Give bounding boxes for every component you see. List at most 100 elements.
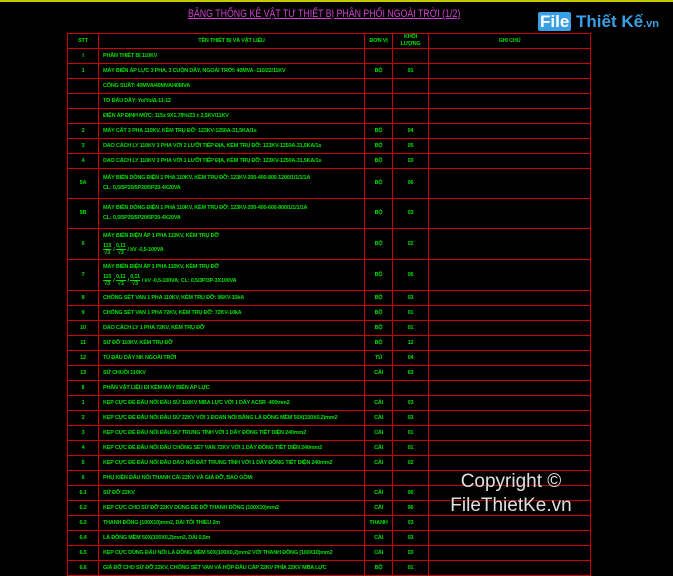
cell-unit: BỘ — [364, 198, 393, 229]
cell-stt: I — [67, 48, 99, 64]
cell-name: MÁY BIẾN DÒNG ĐIỆN 1 PHA 110KV, KÈM TRỤ … — [98, 198, 365, 229]
cell-stt: 4 — [67, 440, 99, 456]
name-line: THANH ĐỒNG (100X10)mm2, DÀI TỐI THIỂU 2m — [103, 519, 220, 526]
cell-stt — [67, 108, 99, 124]
cell-qty — [392, 78, 429, 94]
cell-stt: 12 — [67, 350, 99, 366]
cell-stt: 3 — [67, 138, 99, 154]
cell-note — [428, 365, 591, 381]
table-row: 6.2 KẸP CỰC CHO SỨ ĐỠ 22KV DÙNG ĐỂ ĐỠ THA… — [67, 500, 591, 516]
cell-stt: 1 — [67, 395, 99, 411]
cell-note — [428, 530, 591, 546]
cell-qty: 06 — [392, 500, 429, 516]
logo-part-3: .vn — [643, 18, 659, 30]
cell-stt: 3 — [67, 425, 99, 441]
name-line: SỨ ĐỠ 110KV, KÈM TRỤ ĐỠ — [103, 339, 173, 346]
table-row: 4 KẸP CỰC ĐỂ ĐẤU NỐI ĐẦU CHỐNG SÉT VAN 72… — [67, 440, 591, 456]
name-line: MÁY BIẾN DÒNG ĐIỆN 1 PHA 110KV, KÈM TRỤ … — [103, 175, 311, 181]
cell-note — [428, 440, 591, 456]
cell-name: PHỤ KIỆN ĐẤU NỐI THANH CÁI 22KV VÀ GIÁ Đ… — [98, 470, 365, 486]
cell-stt: 10 — [67, 320, 99, 336]
fraction: 115 √3 — [103, 242, 112, 256]
table-row: TỔ ĐẤU DÂY: Yo/Yo/Δ-11-12 — [67, 93, 591, 109]
cell-qty — [392, 93, 429, 109]
name-line: KẸP CỰC ĐỂ ĐẤU NỐI ĐẦU SỨ TRUNG TÍNH VỚI… — [103, 429, 306, 436]
name-line: TỔ ĐẤU DÂY: Yo/Yo/Δ-11-12 — [103, 97, 171, 104]
cell-name: CÔNG SUẤT: 40MVA/40MVA/40MVA — [98, 78, 365, 94]
cell-qty: 04 — [392, 123, 429, 139]
cell-note — [428, 78, 591, 94]
cell-unit: BỘ — [364, 153, 393, 169]
cell-unit: CÁI — [364, 440, 393, 456]
name-line: KẸP CỰC ĐỂ ĐẤU NỐI ĐẦU SỨ 22KV VỚI 1 ĐOẠ… — [103, 414, 338, 421]
cell-stt: 8 — [67, 290, 99, 306]
name-line: CHỐNG SÉT VAN 1 PHA 110KV, KÈM TRỤ ĐỠ: 9… — [103, 294, 244, 301]
cell-note — [428, 93, 591, 109]
table-row: 10 DAO CÁCH LY 1 PHA 72KV, KÈM TRỤ ĐỠ BỘ 01 — [67, 320, 591, 336]
cell-stt: 9 — [67, 305, 99, 321]
cell-stt: 5 — [67, 455, 99, 471]
cell-note — [428, 108, 591, 124]
name-line: DAO CÁCH LY 110KV 3 PHA VỚI 1 LƯỠI TIẾP … — [103, 157, 322, 164]
cell-note — [428, 228, 591, 260]
cell-note — [428, 138, 591, 154]
cell-unit: TỦ — [364, 350, 393, 366]
cell-unit: BỘ — [364, 560, 393, 576]
cell-stt: 6.5 — [67, 545, 99, 561]
table-row: 3 KẸP CỰC ĐỂ ĐẤU NỐI ĐẦU SỨ TRUNG TÍNH VỚ… — [67, 425, 591, 441]
cell-qty: 01 — [392, 560, 429, 576]
cell-unit — [364, 93, 393, 109]
cell-name: ĐIỆN ÁP ĐỊNH MỨC: 115± 9X1,78%/23 ± 2,5K… — [98, 108, 365, 124]
table-row: 2 MÁY CẮT 3 PHA 110KV, KÈM TRỤ ĐỠ: 123KV-… — [67, 123, 591, 139]
cell-qty: 04 — [392, 350, 429, 366]
cell-unit: CÁI — [364, 455, 393, 471]
cell-unit: BỘ — [364, 63, 393, 79]
name-line: MÁY BIẾN DÒNG ĐIỆN 1 PHA 110KV, KÈM TRỤ … — [103, 205, 308, 211]
name-line: MÁY BIẾN ÁP LỰC 3 PHA, 3 CUỘN DÂY, NGOÀI… — [103, 67, 286, 74]
equipment-table: STT TÊN THIẾT BỊ VÀ VẬT LIỆU ĐƠN VỊ KHỐI… — [67, 33, 591, 576]
cell-name: PHẦN THIẾT BỊ 110KV — [98, 48, 365, 64]
cell-unit: BỘ — [364, 228, 393, 260]
cell-qty: 06 — [392, 259, 429, 291]
name-line: PHỤ KIỆN ĐẤU NỐI THANH CÁI 22KV VÀ GIÁ Đ… — [103, 474, 254, 481]
logo: File Thiết Kế.vn — [538, 12, 659, 32]
cell-note — [428, 350, 591, 366]
cell-stt: 2 — [67, 410, 99, 426]
table-row: 6.4 LÁ ĐỒNG MỀM 50X(100X0,2)mm2, DÀI 0,5m… — [67, 530, 591, 546]
cell-note — [428, 153, 591, 169]
cell-unit: BỘ — [364, 168, 393, 199]
cell-stt: 6.6 — [67, 560, 99, 576]
cell-name: SỨ ĐỠ 22KV — [98, 485, 365, 501]
cell-unit — [364, 470, 393, 486]
table-row: 7 MÁY BIẾN ĐIỆN ÁP 1 PHA 110KV, KÈM TRỤ Đ… — [67, 259, 591, 291]
table-row: 9 CHỐNG SÉT VAN 1 PHA 72KV, KÈM TRỤ ĐỠ: 7… — [67, 305, 591, 321]
name-line: TỦ ĐẤU DÂY NK NGOÀI TRỜI — [103, 354, 177, 361]
table-row: 5B MÁY BIẾN DÒNG ĐIỆN 1 PHA 110KV, KÈM TR… — [67, 198, 591, 229]
name-line: SỨ CHUỖI 110KV — [103, 369, 146, 376]
fraction: 115 √3 — [103, 273, 112, 287]
cell-note — [428, 335, 591, 351]
cell-name: TỦ ĐẤU DÂY NK NGOÀI TRỜI — [98, 350, 365, 366]
cell-unit — [364, 48, 393, 64]
cell-qty: 01 — [392, 425, 429, 441]
table-row: 5 KẸP CỰC ĐỂ ĐẤU NỐI ĐẦU DAO NỐI ĐẤT TRUN… — [67, 455, 591, 471]
cell-unit: BỘ — [364, 320, 393, 336]
name-line: LÁ ĐỒNG MỀM 50X(100X0,2)mm2, DÀI 0,5m — [103, 534, 211, 541]
watermark: Copyright © FileThietKe.vn — [450, 471, 572, 516]
cell-name: KẸP CỰC ĐỂ ĐẤU NỐI ĐẦU SỨ 22KV VỚI 1 ĐOẠ… — [98, 410, 365, 426]
name-line: PHẦN VẬT LIỆU ĐI KÈM MÁY BIẾN ÁP LỰC — [103, 384, 210, 391]
cell-stt: 13 — [67, 365, 99, 381]
cell-note — [428, 545, 591, 561]
name-line: DAO CÁCH LY 110KV 3 PHA VỚI 2 LƯỠI TIẾP … — [103, 142, 322, 149]
cell-qty: 03 — [392, 290, 429, 306]
cell-qty: 05 — [392, 138, 429, 154]
header-unit: ĐƠN VỊ — [364, 33, 393, 49]
name-line: CÔNG SUẤT: 40MVA/40MVA/40MVA — [103, 82, 191, 89]
table-title: BẢNG THỐNG KÊ VẬT TƯ THIẾT BỊ PHÂN PHỐI … — [188, 8, 461, 20]
header-row: STT TÊN THIẾT BỊ VÀ VẬT LIỆU ĐƠN VỊ KHỐI… — [67, 33, 591, 49]
name-line: PHẦN THIẾT BỊ 110KV — [103, 52, 158, 59]
cell-qty: 06 — [392, 168, 429, 199]
cell-qty: 01 — [392, 320, 429, 336]
cell-note — [428, 395, 591, 411]
cell-name: KẸP CỰC CHO SỨ ĐỠ 22KV DÙNG ĐỂ ĐỠ THANH … — [98, 500, 365, 516]
